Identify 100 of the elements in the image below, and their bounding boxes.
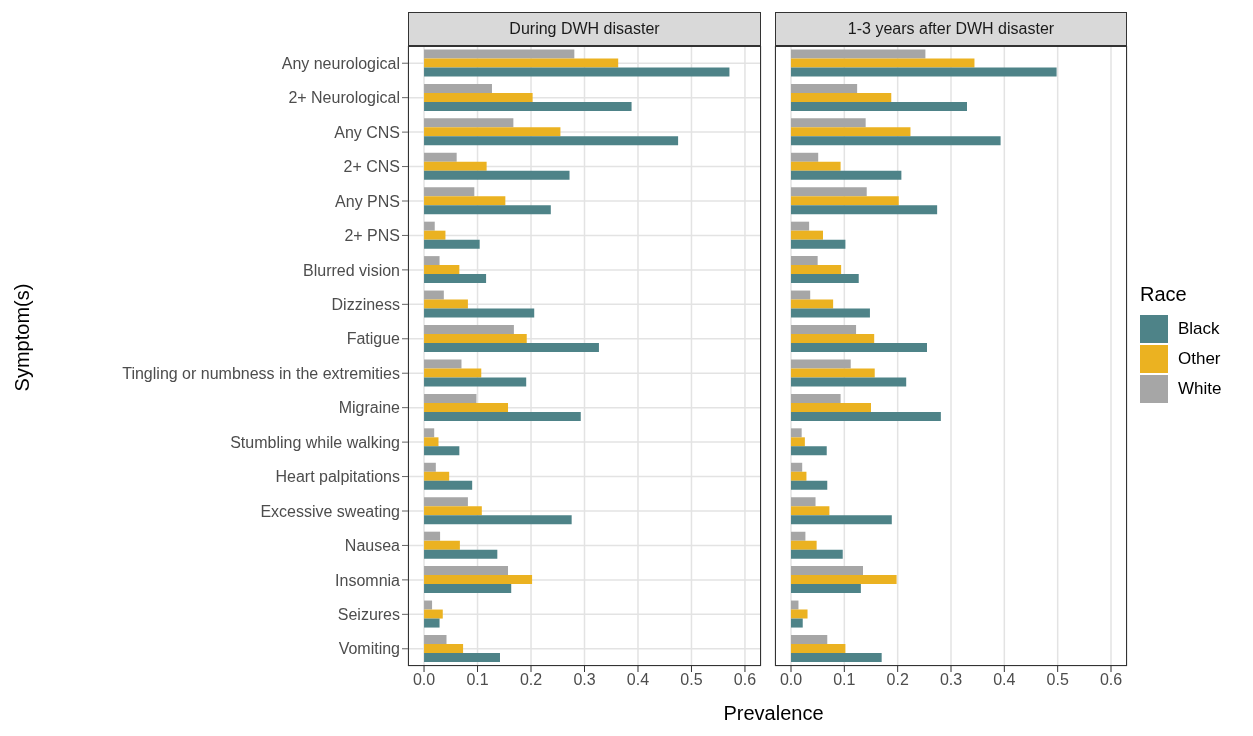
bar — [791, 290, 811, 300]
y-tick-label: Fatigue — [346, 330, 401, 348]
bar — [424, 49, 575, 59]
bar — [791, 127, 911, 137]
bar — [791, 67, 1057, 77]
bar — [791, 471, 807, 481]
bar — [791, 221, 810, 231]
x-tick-label: 0.3 — [573, 671, 596, 689]
bar — [424, 325, 514, 334]
bar — [424, 118, 514, 128]
bar — [424, 239, 480, 249]
bar — [791, 230, 823, 240]
bar — [424, 152, 457, 162]
y-tick-label: Any CNS — [334, 123, 400, 141]
bar — [791, 584, 861, 594]
bar — [424, 471, 450, 481]
bar — [791, 377, 907, 387]
x-tick-label: 0.2 — [519, 671, 543, 689]
bar — [424, 101, 632, 111]
x-tick-label: 0.0 — [779, 671, 803, 689]
bar — [791, 118, 866, 128]
bar — [791, 393, 841, 403]
bar — [791, 515, 892, 525]
bar — [791, 83, 858, 93]
bar — [791, 170, 902, 180]
bar — [791, 446, 827, 456]
bar — [424, 334, 527, 343]
y-tick-label: 2+ Neurological — [288, 89, 400, 107]
bar — [424, 359, 462, 369]
bar — [791, 196, 899, 206]
bar — [791, 334, 875, 343]
bar — [791, 462, 803, 472]
bar — [791, 265, 842, 275]
bar — [424, 462, 436, 472]
bar — [791, 635, 828, 644]
bar — [791, 368, 875, 378]
bar — [424, 531, 441, 541]
x-tick-label: 0.6 — [733, 671, 757, 689]
bar — [791, 49, 926, 59]
bar — [424, 205, 551, 215]
bar — [424, 437, 439, 447]
bar — [424, 170, 570, 180]
bar — [424, 600, 433, 610]
y-tick-label: Any PNS — [335, 192, 400, 210]
bar — [791, 152, 819, 162]
bar — [791, 359, 851, 369]
bar — [791, 136, 1001, 146]
bar — [791, 549, 843, 559]
bar — [424, 221, 435, 231]
y-tick-label: Migraine — [338, 399, 401, 417]
bar — [791, 402, 871, 412]
bar — [791, 239, 846, 249]
bar — [424, 343, 599, 352]
bar — [791, 343, 927, 352]
bar — [424, 575, 533, 585]
bar — [424, 187, 475, 197]
legend-label: White — [1178, 379, 1222, 399]
bar — [424, 256, 440, 266]
bar — [791, 428, 802, 438]
bar — [791, 531, 806, 541]
bar — [424, 393, 477, 403]
bar — [791, 411, 941, 421]
bar — [791, 187, 867, 197]
bar — [791, 161, 841, 171]
bar — [791, 653, 882, 662]
bar — [791, 609, 808, 619]
bar — [424, 265, 460, 275]
y-tick-label: Tingling or numbness in the extremities — [122, 364, 400, 382]
bar — [424, 308, 535, 318]
bar — [424, 506, 482, 516]
legend-label: Other — [1178, 349, 1221, 369]
x-tick-label: 0.5 — [680, 671, 703, 689]
bar — [791, 274, 859, 284]
bar — [791, 299, 834, 309]
bar — [424, 402, 509, 412]
bar — [791, 644, 846, 653]
y-tick-label: Stumbling while walking — [230, 433, 400, 451]
bar — [791, 325, 857, 334]
bar — [424, 230, 446, 240]
bar — [791, 575, 897, 585]
y-tick-label: Insomnia — [335, 571, 401, 589]
bar — [424, 161, 487, 171]
bar — [424, 644, 464, 653]
bar — [424, 618, 440, 628]
bar — [791, 92, 892, 102]
bar — [424, 368, 482, 378]
bar — [424, 67, 730, 77]
bar — [424, 609, 443, 619]
x-tick-label: 0.3 — [939, 671, 963, 689]
bar — [424, 497, 468, 507]
bar — [424, 196, 506, 206]
y-tick-label: 2+ PNS — [344, 227, 400, 245]
bar — [424, 515, 572, 525]
y-axis-title: Symptom(s) — [11, 283, 35, 391]
bar — [791, 618, 803, 628]
x-tick-label: 0.0 — [412, 671, 436, 689]
y-tick-label: Heart palpitations — [275, 468, 400, 486]
y-tick-label: Blurred vision — [303, 261, 400, 279]
bar — [424, 92, 533, 102]
bar — [791, 600, 799, 610]
